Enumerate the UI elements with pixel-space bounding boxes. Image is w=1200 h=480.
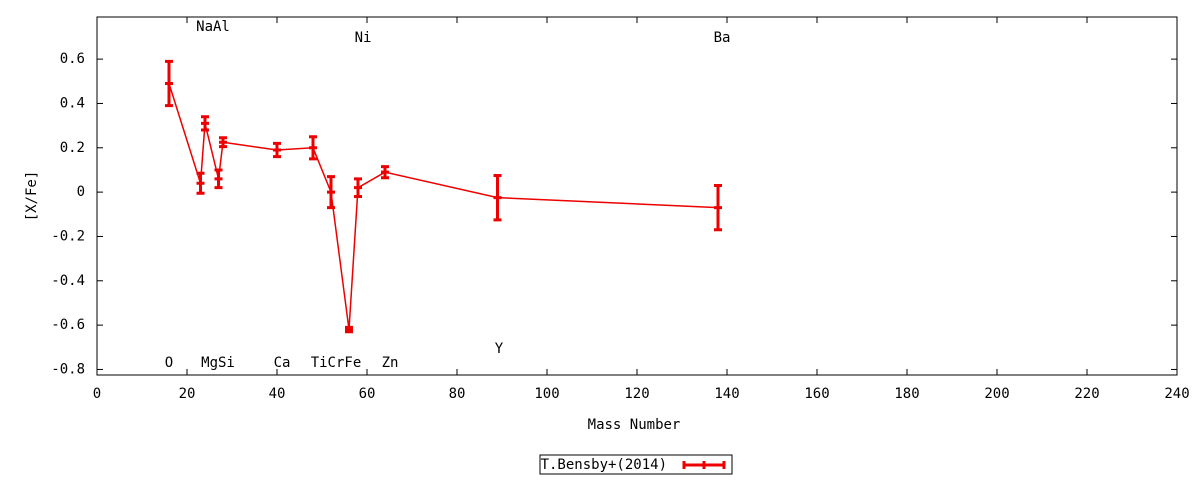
error-bar (493, 173, 502, 222)
element-label: NaAl (196, 19, 230, 35)
y-axis-label: [X/Fe] (24, 171, 40, 222)
error-bar (214, 168, 223, 190)
legend-sample (682, 461, 726, 469)
y-tick-label: 0 (77, 184, 85, 200)
error-bar (345, 325, 353, 334)
x-tick-label: 120 (624, 386, 649, 402)
y-tick-label: 0.4 (60, 95, 85, 111)
error-bar (327, 175, 335, 210)
error-bar (201, 115, 209, 132)
element-label: Zn (382, 355, 399, 371)
x-tick-label: 160 (804, 386, 829, 402)
error-bar (219, 136, 227, 149)
error-bar (165, 59, 173, 108)
y-tick-label: -0.6 (51, 317, 85, 333)
y-tick-label: -0.8 (51, 361, 85, 377)
legend-label: T.Bensby+(2014) (541, 457, 667, 473)
x-tick-label: 60 (359, 386, 376, 402)
y-tick-label: -0.4 (51, 273, 85, 289)
x-tick-label: 200 (984, 386, 1009, 402)
element-label: MgSi (201, 355, 235, 371)
error-bar (714, 183, 722, 232)
error-bar (273, 141, 281, 159)
plot-frame (96, 16, 1178, 376)
element-label: TiCrFe (311, 355, 362, 371)
element-label: Ba (714, 30, 731, 46)
element-label: Ca (274, 355, 291, 371)
error-bar (381, 165, 389, 180)
y-tick-label: -0.2 (51, 228, 85, 244)
element-label: Ni (355, 30, 372, 46)
error-bar (196, 171, 205, 195)
element-label: Y (495, 341, 504, 357)
element-label: O (165, 355, 173, 371)
x-tick-label: 220 (1074, 386, 1099, 402)
x-tick-label: 80 (449, 386, 466, 402)
error-bar (354, 177, 362, 199)
x-tick-label: 240 (1164, 386, 1189, 402)
y-tick-label: 0.6 (60, 51, 85, 67)
x-tick-label: 0 (93, 386, 101, 402)
x-tick-label: 20 (179, 386, 196, 402)
series-line (168, 83, 719, 330)
x-tick-label: 40 (269, 386, 286, 402)
x-tick-label: 100 (534, 386, 559, 402)
x-tick-label: 180 (894, 386, 919, 402)
error-bar (309, 135, 317, 161)
y-tick-label: 0.2 (60, 140, 85, 156)
legend-box (539, 454, 733, 475)
x-tick-label: 140 (714, 386, 739, 402)
x-axis-label: Mass Number (588, 417, 681, 433)
